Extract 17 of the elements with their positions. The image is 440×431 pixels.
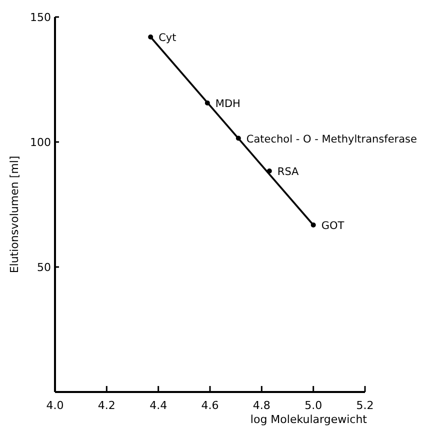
y-tick-label: 100 [30,136,51,149]
annotation: RSA [277,166,300,178]
annotation: GOT [321,220,345,232]
y-axis-title: Elutionsvolumen [ml] [8,156,21,274]
x-tick-label: 5.0 [304,399,322,412]
y-tick-label: 50 [37,261,51,274]
annotation: Catechol - O - Methyltransferase [246,133,417,146]
x-tick-label: 4.8 [252,399,270,412]
x-axis-title: log Molekulargewicht [250,413,368,426]
annotation: Cyt [158,32,176,44]
x-tick-label: 4.0 [46,399,64,412]
y-tick-label: 150 [30,11,51,24]
x-tick-label: 5.2 [356,399,374,412]
x-tick-label: 4.2 [98,399,116,412]
x-tick-label: 4.4 [150,399,168,412]
x-tick-label: 4.6 [201,399,219,412]
annotation: MDH [215,98,240,110]
